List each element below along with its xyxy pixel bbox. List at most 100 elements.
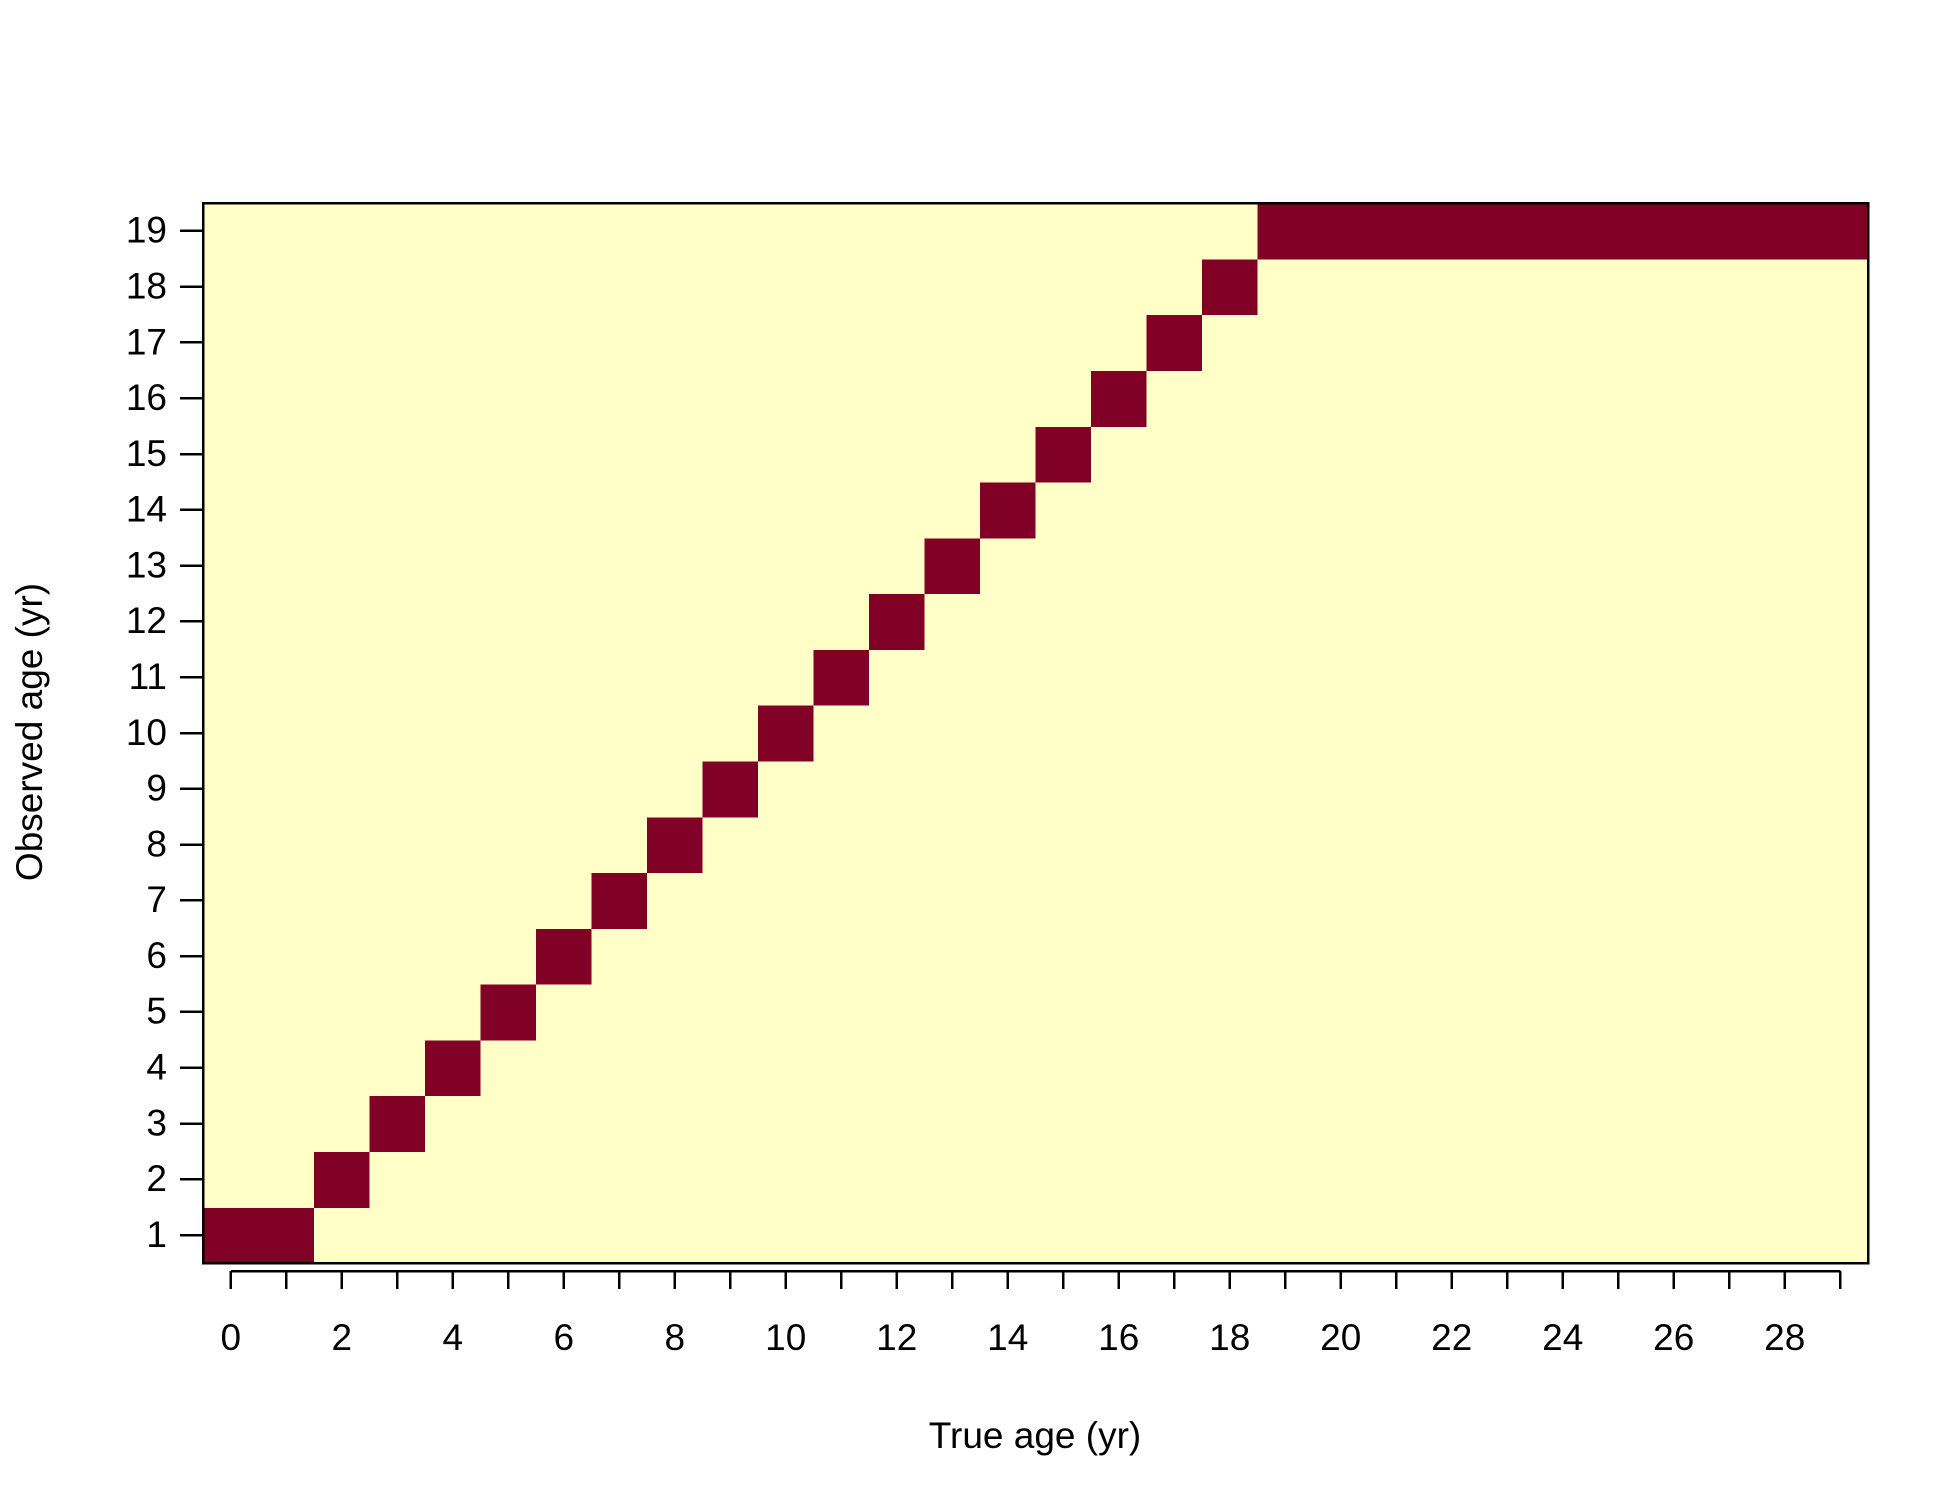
heatmap-cell: [591, 816, 648, 874]
heatmap-cell: [480, 481, 537, 539]
heatmap-cell: [924, 984, 981, 1041]
heatmap-cell: [758, 984, 815, 1041]
y-tick-label: 1: [146, 1214, 167, 1255]
heatmap-cell: [1035, 872, 1092, 929]
heatmap-cell: [314, 984, 371, 1041]
heatmap-cell: [1757, 1095, 1814, 1153]
heatmap-cell: [1812, 1207, 1869, 1264]
heatmap-cell: [1757, 816, 1814, 874]
heatmap-cell: [1091, 258, 1148, 316]
heatmap-cell: [314, 928, 371, 985]
heatmap-cell: [425, 370, 482, 427]
heatmap-cell: [869, 649, 926, 706]
heatmap-cell: [203, 481, 260, 539]
heatmap-cell: [813, 203, 870, 260]
heatmap-cell: [1202, 705, 1259, 762]
heatmap-cell: [258, 705, 315, 762]
heatmap-cell: [1257, 760, 1314, 818]
heatmap-cell: [869, 816, 926, 874]
heatmap-cell: [1479, 537, 1536, 595]
y-tick-label: 19: [126, 210, 167, 251]
heatmap-cell: [1257, 1207, 1314, 1264]
x-tick-label: 4: [442, 1317, 463, 1358]
heatmap-cell: [1146, 928, 1203, 985]
heatmap-cell: [536, 872, 593, 929]
heatmap-cell: [702, 760, 759, 818]
heatmap-cell: [1035, 984, 1092, 1041]
heatmap-cell: [203, 426, 260, 483]
heatmap-cell: [869, 593, 926, 650]
heatmap-cell: [1146, 314, 1203, 371]
heatmap-cell: [1590, 649, 1647, 706]
heatmap-cell: [591, 705, 648, 762]
heatmap-cell: [591, 426, 648, 483]
heatmap-cell: [1535, 649, 1592, 706]
heatmap-cell: [1535, 705, 1592, 762]
heatmap-cell: [647, 203, 704, 260]
x-tick-label: 6: [553, 1317, 574, 1358]
heatmap-cell: [1035, 426, 1092, 483]
heatmap-cell: [1646, 705, 1703, 762]
x-tick-label: 22: [1431, 1317, 1472, 1358]
heatmap-cell: [1757, 258, 1814, 316]
heatmap-cell: [1313, 426, 1370, 483]
heatmap-cell: [813, 314, 870, 371]
heatmap-cell: [758, 705, 815, 762]
heatmap-cell: [869, 203, 926, 260]
heatmap-cell: [869, 1039, 926, 1097]
heatmap-cell: [314, 1039, 371, 1097]
heatmap-cell: [314, 370, 371, 427]
heatmap-cell: [1313, 1151, 1370, 1208]
heatmap-cell: [1812, 593, 1869, 650]
heatmap-cell: [1812, 649, 1869, 706]
heatmap-cell: [536, 426, 593, 483]
heatmap-cell: [1590, 984, 1647, 1041]
heatmap-cell: [980, 258, 1037, 316]
heatmap-cell: [1812, 203, 1869, 260]
heatmap-cell: [258, 1151, 315, 1208]
heatmap-cell: [1646, 370, 1703, 427]
heatmap-cell: [980, 649, 1037, 706]
heatmap-cell: [758, 928, 815, 985]
heatmap-cell: [924, 816, 981, 874]
heatmap-cell: [980, 426, 1037, 483]
heatmap-cell: [1368, 1207, 1425, 1264]
heatmap-cell: [1368, 872, 1425, 929]
heatmap-cell: [536, 760, 593, 818]
heatmap-cell: [1535, 370, 1592, 427]
heatmap-cell: [203, 928, 260, 985]
heatmap-cell: [1535, 537, 1592, 595]
heatmap-cell: [1257, 816, 1314, 874]
heatmap-cell: [314, 203, 371, 260]
heatmap-cell: [536, 1095, 593, 1153]
heatmap-cell: [591, 760, 648, 818]
heatmap-cell: [1757, 760, 1814, 818]
heatmap-cell: [980, 1039, 1037, 1097]
heatmap-cell: [1035, 593, 1092, 650]
heatmap-cell: [758, 258, 815, 316]
heatmap-cell: [591, 1207, 648, 1264]
heatmap-cell: [1424, 816, 1481, 874]
heatmap-cell: [1479, 1039, 1536, 1097]
heatmap-cell: [758, 314, 815, 371]
heatmap-cell: [1479, 203, 1536, 260]
heatmap-cell: [369, 816, 426, 874]
heatmap-cell: [480, 984, 537, 1041]
heatmap-cell: [1535, 258, 1592, 316]
heatmap-cell: [1535, 928, 1592, 985]
heatmap-cell: [924, 1207, 981, 1264]
heatmap-cell: [1479, 426, 1536, 483]
heatmap-cell: [1701, 1039, 1758, 1097]
heatmap-cell: [702, 370, 759, 427]
heatmap-cell: [1202, 816, 1259, 874]
heatmap-cell: [203, 984, 260, 1041]
heatmap-cell: [536, 1039, 593, 1097]
heatmap-cell: [702, 258, 759, 316]
heatmap-cell: [1368, 593, 1425, 650]
y-tick-label: 9: [146, 768, 167, 809]
heatmap-cell: [1368, 1039, 1425, 1097]
heatmap-cell: [924, 481, 981, 539]
heatmap-cell: [1202, 1039, 1259, 1097]
heatmap-cell: [758, 1095, 815, 1153]
